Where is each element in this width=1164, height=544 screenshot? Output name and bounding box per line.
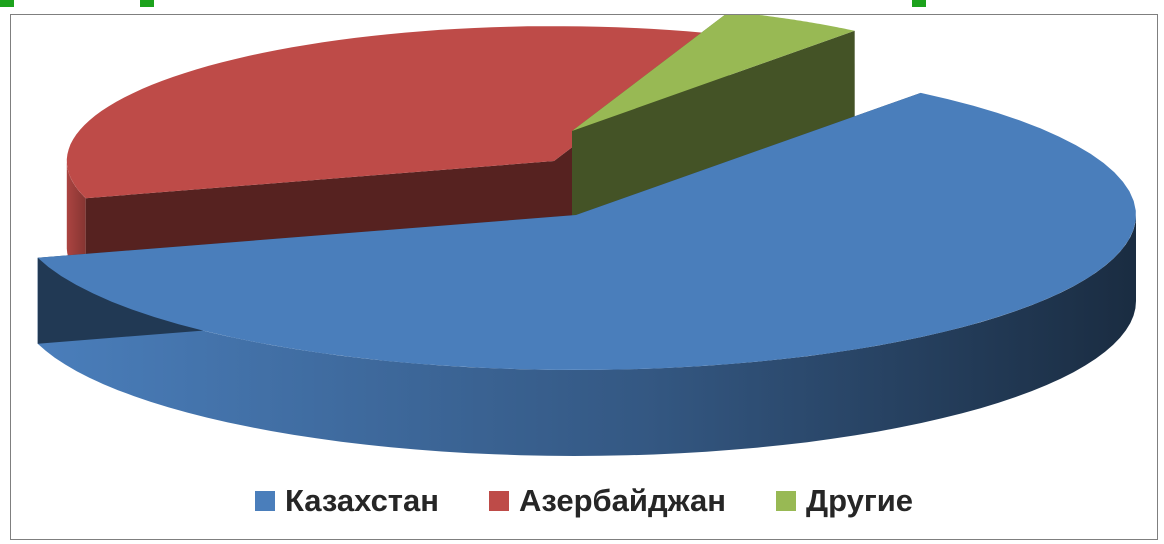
- selection-handle[interactable]: [912, 0, 926, 7]
- legend-swatch: [488, 490, 509, 511]
- pie-slice[interactable]: [37, 92, 1137, 456]
- legend-item: Казахстан: [254, 483, 439, 518]
- pie-plot: [37, 15, 1137, 456]
- selection-handle[interactable]: [0, 0, 14, 7]
- legend-item: Азербайджан: [488, 483, 726, 518]
- legend-label: Азербайджан: [518, 483, 726, 518]
- pie-slice-top: [37, 92, 1136, 370]
- pie-slice-top: [572, 15, 855, 131]
- legend-item: Другие: [775, 483, 914, 518]
- legend-label: Другие: [805, 483, 914, 518]
- legend: Казахстан Азербайджан Другие: [11, 485, 1157, 516]
- pie-slice-face: [572, 30, 855, 217]
- legend-swatch: [254, 490, 275, 511]
- pie-slice-top: [66, 26, 721, 199]
- selection-handle[interactable]: [140, 0, 154, 7]
- chart-area[interactable]: Казахстан Азербайджан Другие: [10, 14, 1158, 540]
- pie-slice-side: [66, 161, 86, 285]
- legend-swatch: [775, 490, 796, 511]
- pie-slice[interactable]: [572, 15, 855, 217]
- legend-label: Казахстан: [284, 483, 439, 518]
- pie-slice-side: [37, 215, 1137, 456]
